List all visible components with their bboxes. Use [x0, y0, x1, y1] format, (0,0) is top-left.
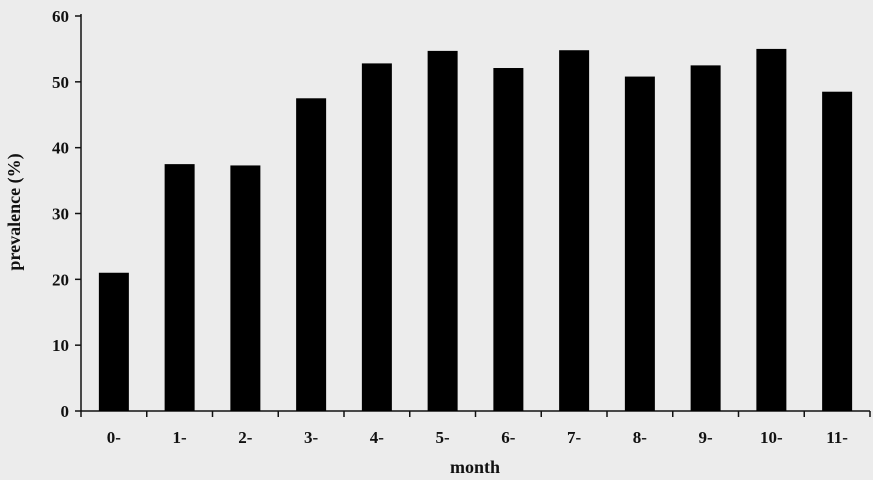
y-axis: 0 10 20 30 40 50 60 [52, 7, 82, 421]
bar [296, 98, 327, 412]
x-tick-label: 2- [238, 428, 253, 447]
x-tick-label: 0- [107, 428, 122, 447]
x-tick-label: 9- [699, 428, 714, 447]
y-axis-title: prevalence (%) [4, 153, 25, 270]
bar [624, 76, 655, 412]
bar [361, 63, 392, 412]
x-tick-label: 7- [567, 428, 582, 447]
bar [822, 91, 853, 411]
x-axis-title: month [450, 457, 500, 477]
y-tick-label: 60 [52, 7, 69, 26]
x-tick-label: 4- [370, 428, 385, 447]
bar [98, 272, 129, 411]
x-tick-label: 8- [633, 428, 648, 447]
bar [427, 50, 458, 412]
bar [690, 65, 721, 411]
bars [98, 48, 853, 412]
x-tick-label: 6- [501, 428, 516, 447]
x-tick-label: 1- [173, 428, 188, 447]
y-tick-label: 0 [61, 402, 70, 421]
y-tick-label: 40 [52, 139, 69, 158]
bar [230, 165, 261, 411]
y-tick-label: 20 [52, 270, 69, 289]
x-tick-label: 3- [304, 428, 319, 447]
y-tick-label: 50 [52, 73, 69, 92]
x-tick-label: 5- [436, 428, 451, 447]
bar [164, 164, 195, 411]
bar [493, 68, 524, 411]
y-tick-label: 30 [52, 205, 69, 224]
x-tick-label: 10- [760, 428, 783, 447]
y-tick-label: 10 [52, 336, 69, 355]
x-tick-label: 11- [826, 428, 848, 447]
bar [559, 50, 590, 411]
bar [756, 48, 787, 412]
x-axis: 0- 1- 2- 3- 4- 5- 6- 7- 8- 9- 10- 11- [80, 410, 871, 447]
